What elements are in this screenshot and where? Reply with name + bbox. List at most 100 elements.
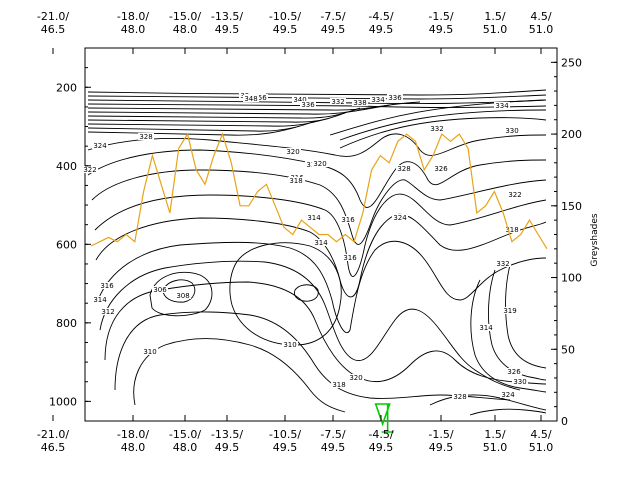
contour-label-background <box>331 381 347 388</box>
contour-label: 328 <box>453 393 466 401</box>
bottom-axis: -21.0/46.5-18.0/48.0-15.0/48.0-13.5/49.5… <box>37 415 553 454</box>
bottom-tick-label: 1.5/ <box>484 428 505 441</box>
contour-label-background <box>504 226 520 233</box>
top-tick-label: 1.5/ <box>484 10 505 23</box>
top-tick-label: 51.0 <box>483 23 508 36</box>
top-tick-label: 49.5 <box>321 23 346 36</box>
bottom-tick-label: 49.5 <box>273 441 298 454</box>
contour-label: 332 <box>496 260 509 268</box>
contour-label-background <box>282 341 298 348</box>
bottom-tick-label: 4.5/ <box>530 428 551 441</box>
contour-label-background <box>142 348 158 355</box>
contour-label-background <box>506 368 522 375</box>
top-tick-label: 49.5 <box>369 23 394 36</box>
contour-label-background <box>512 378 528 385</box>
contour-label: 310 <box>283 341 296 349</box>
right-tick-label: 0 <box>561 415 568 428</box>
bottom-tick-label: 49.5 <box>321 441 346 454</box>
contour-label: 306 <box>153 286 167 294</box>
contour-label-background <box>152 286 168 293</box>
contour-label-background <box>292 96 308 103</box>
contour-label-background <box>175 292 191 299</box>
bottom-tick-label: -7.5/ <box>320 428 345 441</box>
top-tick-label: -18.0/ <box>117 10 149 23</box>
contour-label-background <box>500 391 516 398</box>
contour-label: 322 <box>83 166 96 174</box>
contour-label: 314 <box>479 324 493 332</box>
right-tick-label: 250 <box>561 56 582 69</box>
contour-label: 320 <box>349 374 362 382</box>
contour-label-background <box>396 165 412 172</box>
contour-label-background <box>313 239 329 246</box>
contour-label: 324 <box>393 214 407 222</box>
bottom-tick-label: -4.5/ <box>368 428 393 441</box>
contour-label: 308 <box>176 292 189 300</box>
top-tick-label: 48.0 <box>173 23 198 36</box>
left-axis: 200 400 600 800 1000 <box>49 67 91 422</box>
contour-label-background <box>243 95 259 102</box>
contour-label: 312 <box>101 308 114 316</box>
contour-label: 314 <box>307 214 321 222</box>
contour-label: 348 <box>244 95 257 103</box>
right-tick-label: 50 <box>561 343 575 356</box>
top-axis: -21.0/46.5-18.0/48.0-15.0/48.0-13.5/49.5… <box>37 10 553 54</box>
bottom-tick-label: 46.5 <box>41 441 66 454</box>
contour-label: 330 <box>505 127 518 135</box>
contour-label-background <box>82 166 98 173</box>
contour-label-background <box>495 260 511 267</box>
bottom-tick-label: 49.5 <box>429 441 454 454</box>
contour-label: 326 <box>434 165 448 173</box>
contour-label-background <box>312 160 328 167</box>
contour-label: 314 <box>314 239 328 247</box>
bottom-tick-label: 49.5 <box>369 441 394 454</box>
bottom-tick-label: 51.0 <box>483 441 508 454</box>
contour-label: 310 <box>143 348 156 356</box>
contour-label-background <box>502 307 518 314</box>
contour-label-background <box>429 125 445 132</box>
contour-label-background <box>342 254 358 261</box>
bottom-tick-label: -10.5/ <box>269 428 301 441</box>
contour-label-background <box>330 98 346 105</box>
bottom-tick-label: 48.0 <box>173 441 198 454</box>
contour-label: 316 <box>343 254 357 262</box>
left-tick-label: 400 <box>56 160 77 173</box>
contour-label: 336 <box>388 94 402 102</box>
contour-label-background <box>507 191 523 198</box>
top-tick-label: 46.5 <box>41 23 66 36</box>
triangle-marker-icon <box>374 403 394 433</box>
left-tick-label: 200 <box>56 81 77 94</box>
right-axis-title: Greyshades <box>590 213 600 266</box>
contour-label-background <box>452 393 468 400</box>
contour-label-background <box>306 214 322 221</box>
contour-label-background <box>340 216 356 223</box>
left-tick-label: 800 <box>56 317 77 330</box>
contour-label-background <box>387 94 403 101</box>
contour-label: 316 <box>341 216 355 224</box>
contour-label-background <box>138 133 154 140</box>
contour-label: 320 <box>286 148 299 156</box>
contour-label: 330 <box>513 378 526 386</box>
left-tick-label: 600 <box>56 238 77 251</box>
right-tick-label: 200 <box>561 128 582 141</box>
contour-label-background <box>478 324 494 331</box>
contour-label: 340 <box>293 96 306 104</box>
top-tick-label: -4.5/ <box>368 10 393 23</box>
contour-label: 332 <box>430 125 443 133</box>
contour-label: 322 <box>508 191 521 199</box>
contour-label: 314 <box>93 296 107 304</box>
left-tick-label: 1000 <box>49 395 77 408</box>
bottom-tick-label: 51.0 <box>529 441 554 454</box>
contour-label-background <box>370 96 386 103</box>
contour-label: 336 <box>301 101 315 109</box>
bottom-tick-label: 48.0 <box>121 441 146 454</box>
contour-label-background <box>288 177 304 184</box>
contour-label: 328 <box>139 133 152 141</box>
contour-label: 334 <box>371 96 385 104</box>
contour-label-background <box>352 99 368 106</box>
contour-label: 319 <box>503 307 516 315</box>
top-tick-label: -13.5/ <box>211 10 243 23</box>
top-tick-label: 49.5 <box>273 23 298 36</box>
top-tick-label: 49.5 <box>215 23 240 36</box>
top-tick-label: 48.0 <box>121 23 146 36</box>
